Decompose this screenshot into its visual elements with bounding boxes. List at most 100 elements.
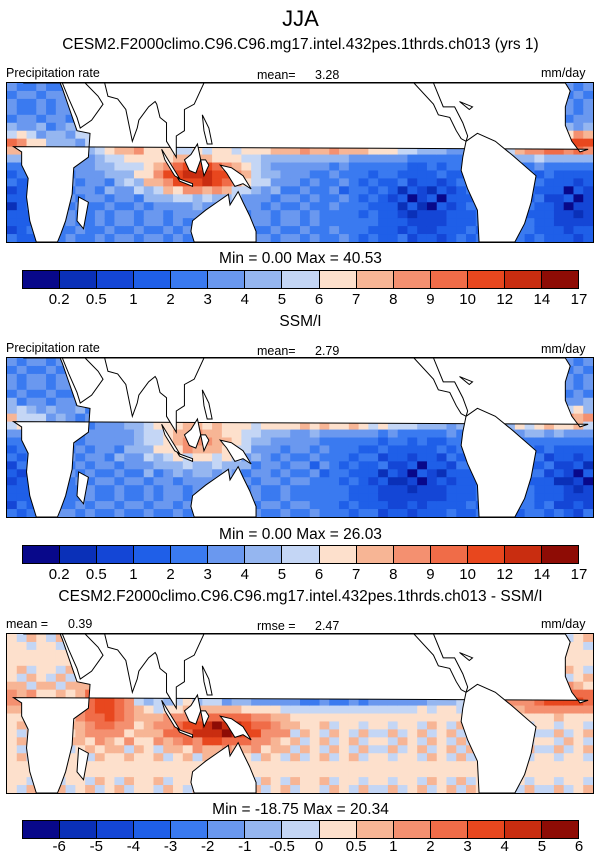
field-cell — [583, 210, 593, 219]
field-cell — [563, 745, 575, 754]
field-cell — [329, 501, 340, 510]
field-cell — [378, 178, 389, 187]
panel3-colorbar — [22, 820, 579, 839]
field-cell — [260, 713, 272, 723]
field-cell — [104, 453, 116, 462]
field-cell — [241, 713, 252, 723]
colorbar-tick-label: 3 — [203, 566, 212, 583]
field-cell — [553, 234, 565, 242]
field-cell — [524, 210, 535, 219]
field-cell — [46, 106, 57, 116]
field-cell — [319, 713, 330, 723]
field-cell — [251, 493, 262, 502]
field-cell — [173, 146, 184, 156]
landmass-2 — [104, 358, 205, 434]
field-cell — [319, 421, 330, 431]
field-cell — [212, 453, 223, 462]
field-cell — [583, 753, 593, 762]
field-cell — [36, 649, 47, 659]
field-cell — [553, 194, 565, 203]
field-cell — [387, 437, 399, 447]
field-cell — [466, 509, 477, 517]
field-cell — [319, 445, 330, 454]
field-cell — [417, 218, 428, 227]
field-cell — [231, 697, 242, 707]
field-cell — [133, 194, 145, 203]
field-cell — [300, 485, 311, 494]
field-cell — [319, 234, 330, 242]
field-cell — [387, 785, 399, 793]
field-cell — [407, 721, 418, 730]
field-cell — [94, 777, 106, 786]
field-cell — [544, 509, 555, 517]
field-cell — [202, 178, 213, 187]
field-cell — [553, 785, 565, 793]
field-cell — [75, 413, 86, 423]
field-cell — [436, 729, 448, 738]
field-cell — [329, 509, 340, 517]
field-cell — [319, 729, 330, 738]
field-cell — [544, 753, 555, 762]
field-cell — [270, 453, 282, 462]
field-cell — [466, 769, 477, 778]
field-cell — [583, 202, 593, 211]
field-cell — [290, 753, 301, 762]
field-cell — [7, 114, 18, 124]
field-cell — [573, 358, 584, 367]
colorbar-tick-label: 0.5 — [85, 291, 107, 308]
field-cell — [339, 493, 350, 502]
field-cell — [280, 761, 291, 770]
field-cell — [544, 501, 555, 510]
panel3-mean-label: mean = — [6, 617, 49, 631]
field-cell — [563, 469, 575, 478]
field-cell — [524, 218, 535, 227]
field-cell — [387, 218, 399, 227]
field-cell — [563, 705, 575, 715]
field-cell — [85, 769, 96, 778]
field-cell — [75, 405, 86, 415]
panel3-max: 20.34 — [350, 801, 389, 818]
field-cell — [583, 98, 593, 108]
field-cell — [202, 429, 213, 439]
field-cell — [173, 154, 184, 164]
field-cell — [319, 461, 330, 470]
field-cell — [446, 146, 457, 156]
field-cell — [573, 761, 584, 770]
field-cell — [26, 689, 37, 699]
field-cell — [456, 705, 467, 715]
field-cell — [397, 729, 409, 738]
field-cell — [182, 477, 194, 486]
field-cell — [348, 777, 360, 786]
field-cell — [280, 745, 291, 754]
field-cell — [36, 381, 47, 391]
field-cell — [153, 421, 164, 431]
field-cell — [7, 737, 18, 746]
field-cell — [124, 705, 135, 715]
field-cell — [280, 170, 291, 179]
field-cell — [260, 737, 272, 746]
field-cell — [319, 469, 330, 478]
landmass-6 — [200, 710, 210, 729]
field-cell — [319, 429, 330, 439]
field-cell — [505, 421, 516, 431]
field-cell — [163, 469, 174, 478]
field-cell — [309, 705, 321, 715]
field-cell — [173, 729, 184, 738]
field-cell — [319, 477, 330, 486]
field-cell — [446, 162, 457, 172]
field-cell — [173, 493, 184, 502]
field-cell — [7, 665, 18, 675]
field-cell — [65, 138, 76, 148]
field-cell — [163, 437, 174, 447]
field-cell — [241, 186, 252, 195]
field-cell — [563, 210, 575, 219]
field-cell — [358, 501, 369, 510]
field-cell — [300, 753, 311, 762]
panel3-map — [6, 633, 594, 794]
field-cell — [446, 753, 457, 762]
field-cell — [124, 785, 135, 793]
field-cell — [319, 777, 330, 786]
field-cell — [231, 705, 242, 715]
field-cell — [407, 485, 418, 494]
colorbar-tick-label: 6 — [574, 838, 584, 855]
